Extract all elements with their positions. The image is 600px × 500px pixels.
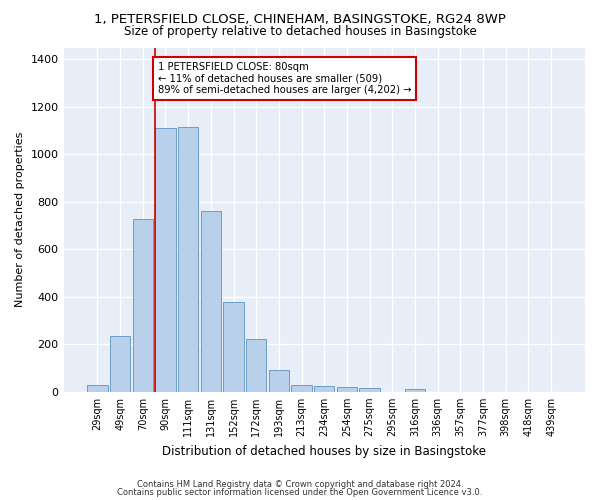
Bar <box>223 302 244 392</box>
Y-axis label: Number of detached properties: Number of detached properties <box>15 132 25 308</box>
Text: 1, PETERSFIELD CLOSE, CHINEHAM, BASINGSTOKE, RG24 8WP: 1, PETERSFIELD CLOSE, CHINEHAM, BASINGST… <box>94 12 506 26</box>
Bar <box>337 387 357 392</box>
Bar <box>269 370 289 392</box>
Bar <box>292 384 312 392</box>
Bar <box>314 386 334 392</box>
Bar <box>178 127 199 392</box>
Text: Size of property relative to detached houses in Basingstoke: Size of property relative to detached ho… <box>124 25 476 38</box>
Bar <box>405 388 425 392</box>
Text: Contains HM Land Registry data © Crown copyright and database right 2024.: Contains HM Land Registry data © Crown c… <box>137 480 463 489</box>
Bar <box>246 339 266 392</box>
Bar <box>110 336 130 392</box>
Bar <box>155 128 176 392</box>
Bar <box>87 384 107 392</box>
Bar <box>133 219 153 392</box>
Text: 1 PETERSFIELD CLOSE: 80sqm
← 11% of detached houses are smaller (509)
89% of sem: 1 PETERSFIELD CLOSE: 80sqm ← 11% of deta… <box>158 62 411 95</box>
Bar <box>359 388 380 392</box>
X-axis label: Distribution of detached houses by size in Basingstoke: Distribution of detached houses by size … <box>162 444 486 458</box>
Text: Contains public sector information licensed under the Open Government Licence v3: Contains public sector information licen… <box>118 488 482 497</box>
Bar <box>200 212 221 392</box>
